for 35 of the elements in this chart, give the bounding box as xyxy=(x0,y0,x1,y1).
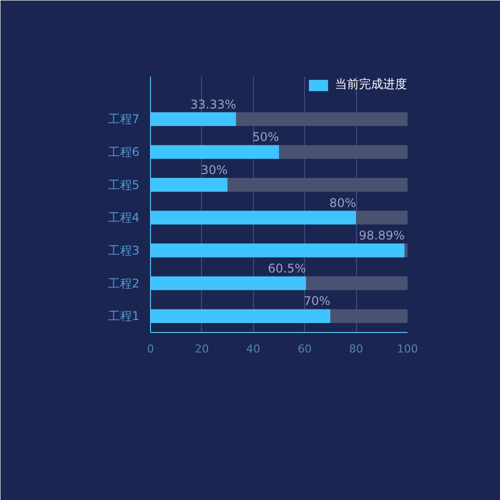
bar xyxy=(306,276,408,290)
bar xyxy=(150,178,228,192)
data-label: 33.33% xyxy=(190,97,236,112)
y-tick-label: 工程4 xyxy=(108,210,140,225)
x-tick-label: 0 xyxy=(147,342,154,356)
bar xyxy=(150,145,279,159)
bar xyxy=(404,244,408,258)
bar xyxy=(150,309,330,323)
data-label: 70% xyxy=(304,294,330,308)
data-label: 60.5% xyxy=(268,261,306,276)
y-tick-label: 工程5 xyxy=(108,178,140,192)
x-tick-label: 40 xyxy=(246,342,260,356)
x-tick-label: 60 xyxy=(298,342,312,356)
x-tick-label: 20 xyxy=(194,342,209,356)
y-tick-label: 工程1 xyxy=(108,309,140,324)
bar xyxy=(279,145,408,159)
bar xyxy=(236,112,408,126)
x-tick-label: 100 xyxy=(397,342,418,356)
data-label: 30% xyxy=(200,162,228,177)
data-label: 50% xyxy=(252,130,279,144)
bar xyxy=(150,244,405,258)
bar xyxy=(150,210,356,225)
data-label: 80% xyxy=(329,196,356,210)
x-tick-label: 80 xyxy=(349,342,364,356)
y-tick-label: 工程2 xyxy=(108,276,140,290)
y-tick-label: 工程7 xyxy=(108,112,140,126)
y-tick-label: 工程6 xyxy=(108,144,140,159)
legend-label: 当前完成进度 xyxy=(335,76,407,93)
bar xyxy=(150,276,306,290)
bar xyxy=(228,178,408,192)
bar xyxy=(356,210,408,225)
data-label: 98.89% xyxy=(358,228,405,243)
y-tick-label: 工程3 xyxy=(108,243,140,258)
bar xyxy=(150,112,236,126)
bar xyxy=(330,309,408,323)
